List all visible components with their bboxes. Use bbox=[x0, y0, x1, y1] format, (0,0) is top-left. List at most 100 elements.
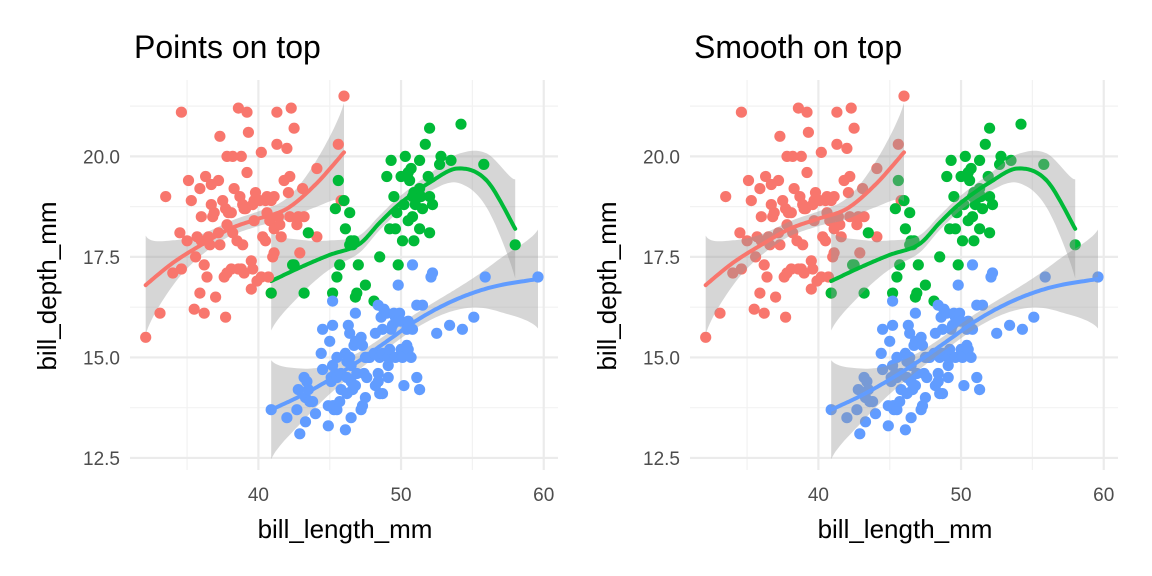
data-point bbox=[416, 203, 429, 215]
smooth-line bbox=[703, 150, 906, 288]
data-point bbox=[745, 195, 757, 207]
data-point bbox=[754, 287, 766, 299]
y-axis-title: bill_depth_mm bbox=[592, 201, 622, 370]
data-point bbox=[785, 207, 797, 219]
data-point bbox=[339, 424, 351, 436]
data-point bbox=[905, 412, 917, 424]
data-point bbox=[887, 287, 899, 299]
data-point bbox=[445, 154, 457, 166]
chart-title: Smooth on top bbox=[694, 29, 902, 65]
data-point bbox=[307, 396, 319, 408]
data-point bbox=[974, 223, 986, 235]
data-point bbox=[284, 211, 296, 223]
data-point bbox=[894, 259, 906, 271]
data-point bbox=[758, 307, 770, 319]
data-point bbox=[815, 146, 827, 158]
data-point bbox=[255, 146, 267, 158]
data-point bbox=[968, 235, 980, 247]
data-point bbox=[200, 170, 212, 183]
data-point bbox=[831, 138, 843, 150]
data-point bbox=[426, 267, 439, 279]
data-point bbox=[991, 327, 1003, 339]
data-point bbox=[899, 223, 911, 235]
x-tick-label: 40 bbox=[808, 485, 829, 506]
data-point bbox=[294, 428, 306, 440]
data-point bbox=[245, 283, 257, 295]
data-point bbox=[1028, 311, 1040, 323]
data-point bbox=[825, 287, 837, 299]
data-point bbox=[748, 303, 760, 315]
data-point bbox=[396, 235, 409, 247]
data-point bbox=[414, 223, 426, 235]
data-point bbox=[175, 263, 187, 275]
data-point bbox=[735, 263, 747, 275]
data-point bbox=[887, 295, 899, 307]
data-point bbox=[351, 287, 363, 299]
data-point bbox=[792, 102, 804, 114]
data-point bbox=[332, 138, 344, 150]
data-point bbox=[228, 183, 240, 195]
data-point bbox=[479, 271, 491, 283]
data-point bbox=[374, 251, 386, 263]
data-point bbox=[714, 307, 726, 319]
data-point bbox=[898, 90, 910, 102]
data-point bbox=[532, 271, 544, 283]
data-point bbox=[1038, 158, 1050, 170]
data-point bbox=[221, 219, 233, 231]
data-point bbox=[414, 154, 426, 166]
data-point bbox=[936, 323, 949, 335]
data-point bbox=[405, 162, 417, 175]
data-point bbox=[904, 327, 916, 339]
data-point bbox=[768, 207, 780, 219]
data-point bbox=[214, 239, 226, 251]
data-point bbox=[891, 351, 903, 363]
data-point bbox=[344, 327, 356, 339]
data-point bbox=[311, 231, 323, 243]
y-axis-title: bill_depth_mm bbox=[32, 201, 62, 370]
data-point bbox=[406, 323, 419, 335]
data-point bbox=[424, 227, 436, 239]
data-point bbox=[852, 384, 864, 396]
points-layer bbox=[700, 90, 1104, 440]
data-point bbox=[408, 235, 420, 247]
data-point bbox=[964, 174, 976, 187]
data-point bbox=[995, 150, 1007, 162]
data-point bbox=[309, 408, 322, 420]
data-point bbox=[1016, 323, 1028, 335]
data-point bbox=[204, 239, 216, 251]
data-point bbox=[882, 420, 894, 432]
data-point bbox=[986, 199, 999, 211]
data-point bbox=[965, 162, 977, 175]
data-point bbox=[828, 191, 840, 203]
data-point bbox=[220, 311, 232, 323]
data-point bbox=[974, 154, 986, 166]
data-point bbox=[797, 239, 809, 251]
data-point bbox=[1069, 239, 1081, 251]
data-point bbox=[291, 404, 303, 416]
data-point bbox=[331, 351, 343, 363]
data-point bbox=[478, 158, 490, 170]
x-axis-title: bill_length_mm bbox=[818, 514, 993, 544]
data-point bbox=[795, 150, 807, 162]
y-tick-label: 17.5 bbox=[643, 248, 680, 269]
smooth-line bbox=[269, 277, 540, 412]
data-point bbox=[984, 227, 996, 239]
data-point bbox=[971, 371, 983, 384]
y-tick-label: 12.5 bbox=[643, 449, 680, 470]
data-point bbox=[841, 412, 853, 424]
data-point bbox=[194, 287, 206, 299]
data-point bbox=[919, 279, 931, 291]
data-point bbox=[772, 174, 785, 187]
data-point bbox=[948, 191, 960, 203]
data-point bbox=[858, 211, 870, 223]
data-point bbox=[859, 416, 872, 428]
data-point bbox=[416, 299, 429, 311]
data-point bbox=[974, 384, 986, 396]
data-point bbox=[848, 122, 860, 134]
data-point bbox=[828, 247, 840, 259]
data-point bbox=[444, 319, 456, 331]
data-point bbox=[292, 384, 304, 396]
data-point bbox=[976, 203, 989, 215]
data-point bbox=[406, 211, 419, 223]
data-point bbox=[198, 259, 210, 271]
